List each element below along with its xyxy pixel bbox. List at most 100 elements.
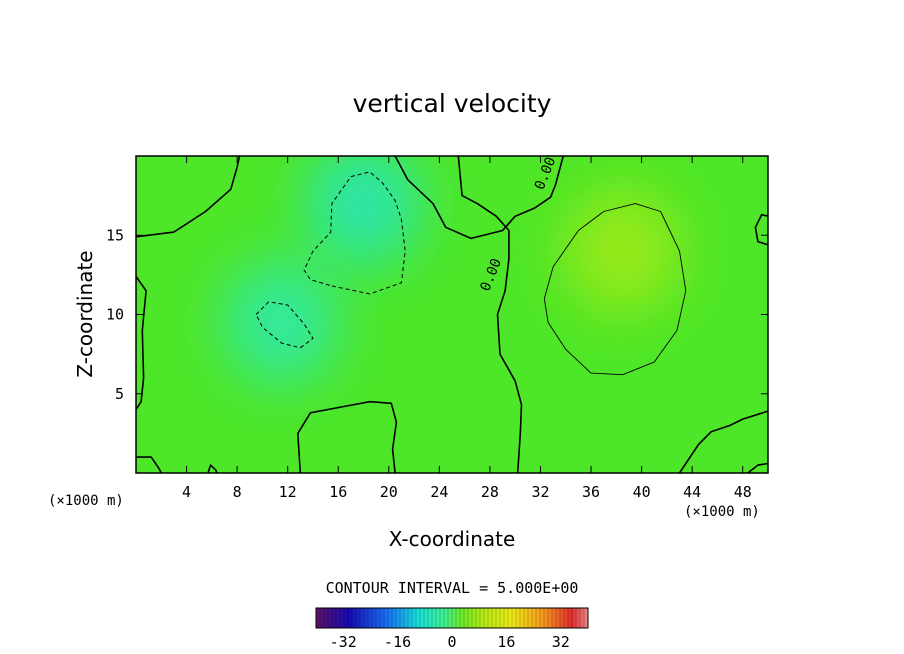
- colorbar-cell: [520, 608, 523, 628]
- colorbar-cell: [494, 608, 497, 628]
- colorbar-cell: [492, 608, 495, 628]
- colorbar-cell: [550, 608, 553, 628]
- colorbar-tick-label: 32: [552, 633, 570, 651]
- x-tick-label: 4: [182, 483, 191, 501]
- z-axis-label: Z-coordinate: [73, 250, 97, 377]
- colorbar-cell: [396, 608, 399, 628]
- colorbar-cell: [402, 608, 405, 628]
- colorbar-cell: [376, 608, 379, 628]
- colorbar-tick-labels: -32 -16 0 16 32: [330, 633, 570, 651]
- colorbar-cell: [368, 608, 371, 628]
- colorbar-cell: [350, 608, 353, 628]
- colorbar-cell: [534, 608, 537, 628]
- colorbar-cell: [378, 608, 381, 628]
- colorbar-cell: [348, 608, 351, 628]
- colorbar-cell: [394, 608, 397, 628]
- colorbar-cell: [506, 608, 509, 628]
- x-tick-label: 44: [683, 483, 701, 501]
- colorbar-cell: [404, 608, 407, 628]
- field-extremum-1: [305, 156, 422, 266]
- colorbar-cell: [458, 608, 461, 628]
- x-axis-unit-left: (×1000 m): [48, 493, 124, 509]
- x-axis-ticks: 4 8 12 16 20 24 28 32 36 40 44 48: [182, 156, 752, 501]
- colorbar-cell: [438, 608, 441, 628]
- colorbar-cell: [502, 608, 505, 628]
- colorbar-cell: [530, 608, 533, 628]
- colorbar-cell: [518, 608, 521, 628]
- colorbar-cell: [498, 608, 501, 628]
- contour-line-1: [394, 156, 564, 240]
- colorbar-cell: [392, 608, 395, 628]
- colorbar-cell: [572, 608, 575, 628]
- colorbar-cell: [422, 608, 425, 628]
- contour-line-0: [136, 156, 241, 238]
- colorbar-cell: [450, 608, 453, 628]
- colorbar-cell: [424, 608, 427, 628]
- contour-line-8: [747, 462, 768, 473]
- colorbar-cell: [514, 608, 517, 628]
- colorbar-cell: [366, 608, 369, 628]
- colorbar-cell: [318, 608, 321, 628]
- colorbar-cell: [358, 608, 361, 628]
- plot-area: 0.000.00: [135, 155, 769, 474]
- contour-line-5: [136, 456, 163, 473]
- colorbar-cell: [436, 608, 439, 628]
- colorbar-cell: [390, 608, 393, 628]
- colorbar-cell: [326, 608, 329, 628]
- colorbar-cell: [576, 608, 579, 628]
- colorbar-cell: [526, 608, 529, 628]
- colorbar-cell: [400, 608, 403, 628]
- colorbar-cell: [516, 608, 519, 628]
- colorbar-cell: [482, 608, 485, 628]
- z-tick-label: 10: [106, 306, 124, 324]
- colorbar-cell: [324, 608, 327, 628]
- colorbar-cell: [322, 608, 325, 628]
- colorbar-cell: [484, 608, 487, 628]
- colorbar-cell: [544, 608, 547, 628]
- colorbar-cell: [470, 608, 473, 628]
- colorbar-cell: [420, 608, 423, 628]
- colorbar-cell: [382, 608, 385, 628]
- colorbar-cell: [566, 608, 569, 628]
- x-tick-label: 20: [380, 483, 398, 501]
- colorbar-cell: [574, 608, 577, 628]
- colorbar-cell: [336, 608, 339, 628]
- colorbar-cell: [490, 608, 493, 628]
- colorbar-cell: [384, 608, 387, 628]
- contour-line-7: [678, 410, 768, 473]
- x-tick-label: 16: [329, 483, 347, 501]
- colorbar-cell: [372, 608, 375, 628]
- colorbar-cell: [448, 608, 451, 628]
- colorbar-cell: [464, 608, 467, 628]
- x-tick-label: 24: [430, 483, 448, 501]
- colorbar-cell: [362, 608, 365, 628]
- colorbar-cell: [332, 608, 335, 628]
- colorbar-cell: [410, 608, 413, 628]
- colorbar-cell: [512, 608, 515, 628]
- colorbar-cell: [344, 608, 347, 628]
- x-tick-label: 36: [582, 483, 600, 501]
- colorbar-cell: [504, 608, 507, 628]
- colorbar-cell: [354, 608, 357, 628]
- colorbar-cell: [406, 608, 409, 628]
- colorbar-cell: [374, 608, 377, 628]
- contour-line-6: [207, 464, 218, 473]
- colorbar-cell: [338, 608, 341, 628]
- colorbar-cell: [556, 608, 559, 628]
- x-axis-unit-right: (×1000 m): [684, 504, 760, 520]
- colorbar-cell: [330, 608, 333, 628]
- colorbar-cell: [536, 608, 539, 628]
- colorbar-cell: [546, 608, 549, 628]
- x-tick-label: 8: [233, 483, 242, 501]
- x-tick-label: 28: [481, 483, 499, 501]
- colorbar-cell: [496, 608, 499, 628]
- colorbar-cell: [582, 608, 585, 628]
- colorbar-cell: [522, 608, 525, 628]
- colorbar-cell: [418, 608, 421, 628]
- colorbar-cell: [564, 608, 567, 628]
- colorbar-cell: [342, 608, 345, 628]
- contour-lines: [136, 156, 768, 473]
- z-axis-ticks: 5 10 15: [106, 226, 768, 403]
- colorbar-cell: [478, 608, 481, 628]
- colorbar-cell: [360, 608, 363, 628]
